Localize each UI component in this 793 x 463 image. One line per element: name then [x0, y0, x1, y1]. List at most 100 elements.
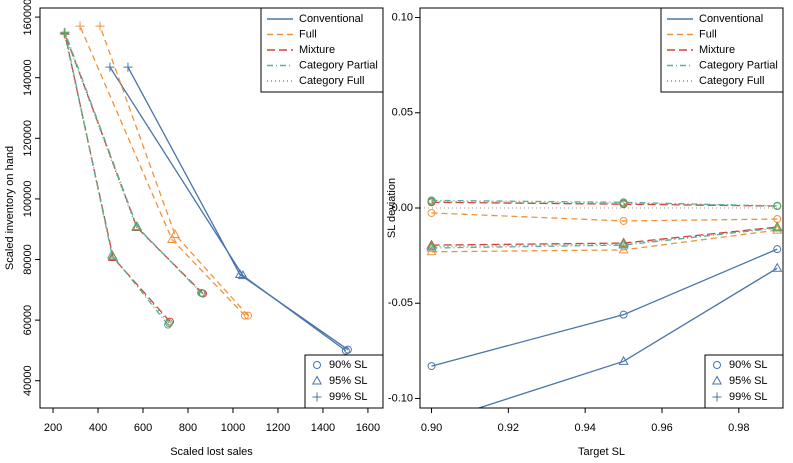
marker	[197, 289, 206, 298]
marker	[60, 27, 70, 37]
marker	[426, 241, 437, 251]
x-axis-label: Target SL	[578, 446, 625, 458]
marker	[313, 361, 321, 369]
y-axis-label: SL deviation	[386, 178, 398, 238]
marker	[312, 392, 322, 402]
legend-label: Conventional	[299, 13, 363, 25]
y-tick-label: 60000	[22, 305, 34, 336]
series-line	[64, 32, 202, 294]
marker	[773, 245, 782, 254]
legend-label: Category Full	[299, 75, 364, 87]
marker-legend-label: 90% SL	[329, 359, 368, 371]
marker	[341, 346, 350, 355]
marker-legend-label: 90% SL	[729, 359, 768, 371]
x-tick-label: 1600	[356, 422, 380, 434]
plot-frame	[419, 7, 784, 409]
x-tick-label: 400	[89, 422, 107, 434]
marker-legend-box	[704, 354, 784, 409]
series-line	[64, 33, 204, 295]
x-tick-label: 0.96	[651, 422, 672, 434]
x-tick-label: 800	[179, 422, 197, 434]
series-line	[431, 226, 778, 248]
marker	[772, 224, 783, 234]
legend-label: Category Partial	[299, 59, 378, 71]
y-tick-label: 100000	[22, 181, 34, 218]
marker	[426, 242, 437, 252]
x-tick-label: 0.92	[498, 422, 519, 434]
plot-area	[420, 196, 783, 408]
marker	[95, 21, 105, 31]
x-tick-label: 0.90	[421, 422, 442, 434]
marker	[618, 355, 629, 365]
x-tick-label: 600	[134, 422, 152, 434]
marker	[165, 319, 174, 328]
series-line	[431, 229, 778, 253]
y-tick-label: 40000	[22, 365, 34, 396]
marker-legend-label: 99% SL	[329, 391, 368, 403]
marker	[773, 201, 782, 210]
y-axis-label: Scaled inventory on hand	[4, 146, 16, 270]
legend-label: Conventional	[699, 13, 763, 25]
marker	[713, 361, 721, 369]
marker-legend-label: 99% SL	[729, 391, 768, 403]
marker	[712, 392, 722, 402]
marker	[163, 320, 172, 329]
x-tick-label: 1000	[221, 422, 245, 434]
series-line	[431, 201, 778, 207]
x-tick-label: 1400	[311, 422, 335, 434]
y-tick-label: -0.10	[388, 392, 413, 404]
marker	[166, 233, 178, 244]
marker	[107, 250, 118, 260]
marker	[169, 228, 181, 238]
y-tick-label: 0.00	[392, 202, 413, 214]
marker	[131, 221, 142, 231]
x-tick-label: 200	[44, 422, 62, 434]
y-tick-label: 140000	[22, 59, 34, 96]
marker	[772, 262, 783, 272]
x-tick-label: 0.94	[574, 422, 595, 434]
series-line	[127, 66, 349, 351]
series-line	[431, 248, 778, 367]
legend-label: Full	[299, 28, 317, 40]
marker	[618, 238, 629, 248]
marker	[618, 244, 629, 254]
series-line	[431, 226, 778, 246]
marker	[427, 197, 436, 206]
legend-label: Mixture	[699, 44, 735, 56]
marker	[711, 375, 723, 385]
marker	[619, 310, 628, 319]
marker	[619, 199, 628, 208]
marker	[311, 375, 323, 385]
legend-label: Category Partial	[699, 59, 778, 71]
panel: 0.90 0.92 0.94 0.96 0.98 -0.10 -0.05 0.00 0.05 0.…	[386, 7, 784, 458]
plot-frame	[39, 7, 384, 409]
series-line	[64, 32, 169, 326]
marker	[123, 62, 133, 72]
marker-legend-box	[304, 354, 384, 409]
series-line	[79, 25, 246, 317]
legend-label: Category Full	[699, 75, 764, 87]
marker	[426, 239, 437, 249]
legend-label: Mixture	[299, 44, 335, 56]
panel: 200 400 600 800 1000 1200 1400 1600 40000 60000 80…	[4, 0, 384, 458]
series-line	[63, 32, 203, 294]
marker	[772, 221, 783, 231]
marker	[75, 21, 85, 31]
series-line	[109, 66, 347, 352]
series-line	[431, 200, 778, 207]
y-tick-label: 0.05	[392, 107, 413, 119]
marker-legend-label: 95% SL	[329, 375, 368, 387]
marker	[237, 270, 248, 280]
marker	[427, 362, 436, 371]
marker	[240, 311, 249, 320]
x-tick-label: 1200	[266, 422, 290, 434]
marker	[619, 216, 628, 225]
y-tick-label: 160000	[22, 0, 34, 35]
y-tick-label: 80000	[22, 244, 34, 275]
series-line	[476, 267, 778, 408]
series-line	[431, 227, 778, 249]
marker-legend-label: 95% SL	[729, 375, 768, 387]
marker	[618, 237, 629, 247]
y-tick-label: -0.05	[388, 297, 413, 309]
